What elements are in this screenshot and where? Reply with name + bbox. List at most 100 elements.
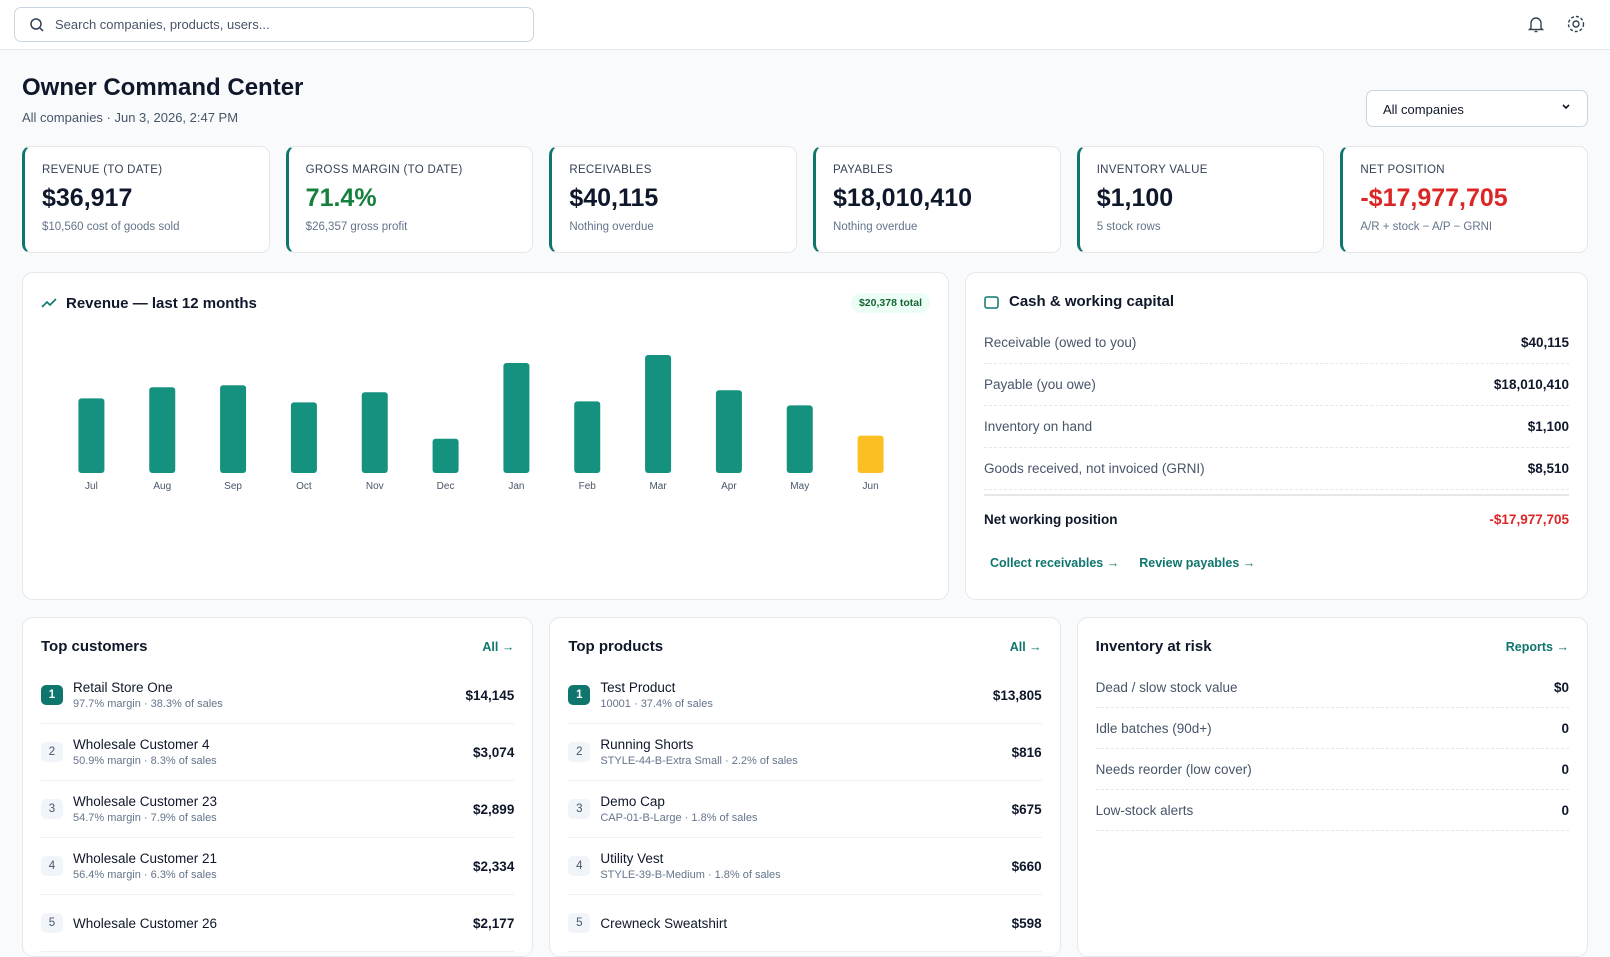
row-label: Dead / slow stock value: [1095, 679, 1238, 695]
bar: [715, 390, 742, 473]
cash-row: Inventory on hand $1,100: [984, 406, 1569, 448]
kpi-card: PAYABLES $18,010,410 Nothing overdue: [813, 146, 1061, 253]
kpi-card: RECEIVABLES $40,115 Nothing overdue: [549, 146, 798, 253]
kpi-label: REVENUE (TO DATE): [42, 164, 163, 176]
page-title: Owner Command Center: [22, 74, 304, 101]
row-detail: STYLE-44-B-Extra Small · 2.2% of sales: [600, 755, 798, 767]
bar: [503, 363, 530, 473]
row-value: $14,145: [465, 687, 515, 703]
row-value: $2,899: [473, 801, 515, 817]
bar: [290, 402, 317, 473]
search-placeholder: Search companies, products, users...: [55, 17, 270, 32]
row-value: $0: [1553, 679, 1569, 695]
row-detail: 97.7% margin · 38.3% of sales: [73, 698, 223, 710]
company-select[interactable]: All companies: [1366, 90, 1588, 127]
row-value: $816: [1011, 744, 1042, 760]
bar: [786, 405, 813, 473]
top-icons: [1526, 14, 1586, 34]
row-value: $598: [1011, 915, 1042, 931]
list-row: 1 Retail Store One 97.7% margin · 38.3% of…: [41, 667, 515, 724]
row-value: $675: [1011, 801, 1042, 817]
rank: 1: [41, 685, 63, 705]
kpi-row: REVENUE (TO DATE) $36,917 $10,560 cost of …: [22, 146, 1589, 253]
cash-row: Receivable (owed to you) $40,115: [984, 322, 1569, 364]
row-name: Retail Store One: [73, 680, 173, 695]
card-link[interactable]: Reports →: [1505, 639, 1569, 654]
list-row: 5 Wholesale Customer 26 $2,177: [41, 895, 515, 952]
bar: [149, 387, 176, 473]
kpi-note: $26,357 gross profit: [305, 221, 408, 233]
search-box[interactable]: Search companies, products, users...: [14, 7, 534, 42]
rank: 1: [568, 685, 591, 705]
middle-row: Revenue — last 12 months $20,378 total J…: [22, 272, 1588, 600]
rank: 5: [41, 913, 63, 933]
list-row: 4 Wholesale Customer 21 56.4% margin · 6.3…: [41, 838, 515, 895]
rank: 2: [568, 742, 591, 762]
row-label: Goods received, not invoiced (GRNI): [984, 461, 1205, 476]
bottom-row: Top customers All → 1 Retail Store One 97.7%…: [22, 617, 1588, 957]
list-row: 2 Wholesale Customer 4 50.9% margin · 8.3%…: [41, 724, 515, 781]
card-title: Top customers: [41, 638, 148, 655]
row-text: Wholesale Customer 21 56.4% margin · 6.3%…: [73, 851, 217, 881]
x-tick-label: Dec: [437, 481, 455, 492]
row-value: 0: [1561, 802, 1569, 818]
card-header: Revenue — last 12 months $20,378 total: [41, 293, 930, 313]
rank: 3: [41, 799, 63, 819]
cash-links: Collect receivables → Review payables →: [984, 556, 1569, 570]
row-name: Demo Cap: [600, 794, 665, 809]
card-link[interactable]: All →: [1009, 639, 1042, 654]
rank: 2: [41, 742, 63, 762]
bar: [78, 398, 105, 473]
link[interactable]: Review payables →: [1139, 556, 1256, 570]
row-value: $1,100: [1527, 419, 1569, 434]
trend-icon: [41, 298, 57, 308]
revenue-card: Revenue — last 12 months $20,378 total J…: [22, 272, 949, 600]
risk-row: Idle batches (90d+) 0: [1095, 708, 1569, 749]
risk-row: Needs reorder (low cover) 0: [1095, 749, 1569, 790]
kpi-card: REVENUE (TO DATE) $36,917 $10,560 cost of …: [22, 146, 270, 253]
list-row: 5 Crewneck Sweatshirt $598: [568, 895, 1042, 952]
row-text: Utility Vest STYLE-39-B-Medium · 1.8% of …: [600, 851, 780, 881]
link[interactable]: Collect receivables →: [990, 556, 1120, 570]
kpi-note: Nothing overdue: [833, 221, 918, 233]
row-detail: 54.7% margin · 7.9% of sales: [73, 812, 217, 824]
row-value: $18,010,410: [1493, 377, 1569, 392]
row-value: $8,510: [1527, 461, 1569, 476]
row-value: $3,074: [473, 744, 515, 760]
card-link[interactable]: All →: [482, 639, 515, 654]
row-text: Test Product 10001 · 37.4% of sales: [600, 680, 713, 710]
kpi-card: GROSS MARGIN (TO DATE) 71.4% $26,357 gross…: [285, 146, 534, 253]
row-text: Crewneck Sweatshirt: [600, 916, 727, 931]
top-products-card: Top products All → 1 Test Product 10001 · 37…: [549, 617, 1061, 957]
row-value: 0: [1561, 720, 1569, 736]
kpi-value: $40,115: [569, 184, 659, 212]
x-tick-label: Jul: [85, 481, 98, 492]
row-name: Utility Vest: [600, 851, 664, 866]
x-tick-label: Jun: [863, 481, 879, 492]
card-header: Cash & working capital: [984, 293, 1569, 310]
notifications[interactable]: [1526, 14, 1546, 34]
row-text: Wholesale Customer 26: [73, 916, 217, 931]
x-tick-label: Apr: [721, 481, 737, 492]
inventory-risk-card: Inventory at risk Reports → Dead / slow st…: [1076, 617, 1588, 957]
net-row: Net working position -$17,977,705: [984, 494, 1569, 542]
row-label: Receivable (owed to you): [984, 335, 1137, 350]
kpi-label: NET POSITION: [1360, 164, 1445, 176]
x-tick-label: Feb: [579, 481, 597, 492]
bar-chart: Jul Aug Sep Oct Nov Dec Jan Feb Mar Apr May Jun: [78, 355, 884, 492]
kpi-note: Nothing overdue: [569, 221, 654, 233]
kpi-value: -$17,977,705: [1360, 184, 1508, 212]
row-text: Retail Store One 97.7% margin · 38.3% of …: [73, 680, 223, 710]
settings[interactable]: [1566, 14, 1586, 34]
kpi-label: RECEIVABLES: [569, 164, 652, 176]
bar: [432, 438, 459, 473]
row-name: Wholesale Customer 23: [73, 794, 218, 809]
row-value: $13,805: [992, 687, 1042, 703]
row-detail: 10001 · 37.4% of sales: [600, 698, 713, 710]
kpi-card: INVENTORY VALUE $1,100 5 stock rows: [1076, 146, 1325, 253]
row-label: Payable (you owe): [984, 377, 1096, 392]
net-label: Net working position: [984, 511, 1118, 527]
row-value: $660: [1011, 858, 1042, 874]
bar: [361, 392, 388, 473]
